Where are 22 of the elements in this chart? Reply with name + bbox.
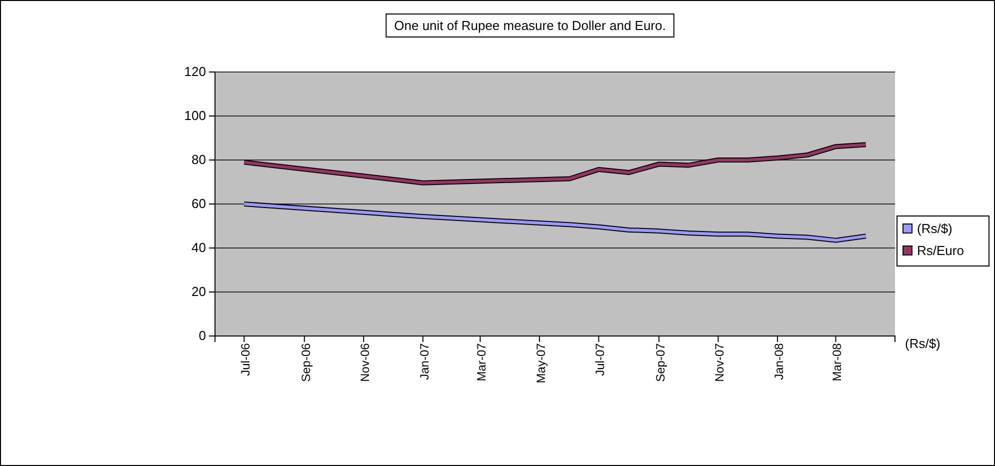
- y-tick-label: 60: [192, 196, 206, 212]
- y-tick-label: 80: [192, 152, 206, 168]
- x-tick-label: Mar-07: [474, 342, 489, 382]
- x-tick-label: Mar-08: [830, 342, 844, 382]
- y-tick-label: 40: [192, 240, 206, 256]
- x-tick-label: Nov-06: [358, 342, 372, 382]
- x-tick-label: May-07: [534, 342, 548, 384]
- x-tick-label: Nov-07: [712, 342, 727, 382]
- chart-title: One unit of Rupee measure to Doller and Euro.: [394, 18, 666, 33]
- x-tick-label: Jul-07: [593, 342, 608, 376]
- y-tick-label: 120: [184, 64, 206, 80]
- text: (Rs/$): [905, 336, 940, 351]
- y-tick-label: 100: [184, 108, 206, 124]
- x-tick-label: Jan-07: [417, 342, 432, 380]
- legend-label: Rs/Euro: [917, 243, 964, 258]
- x-tick-label: Jan-08: [772, 342, 786, 380]
- y-tick-label: 0: [198, 328, 206, 344]
- legend-label: (Rs/$): [917, 221, 952, 236]
- x-tick-label: Sep-07: [653, 342, 668, 382]
- x-tick-label: Jul-06: [238, 342, 253, 376]
- y-tick-label: 20: [192, 284, 206, 300]
- x-tick-label: Sep-06: [298, 342, 313, 382]
